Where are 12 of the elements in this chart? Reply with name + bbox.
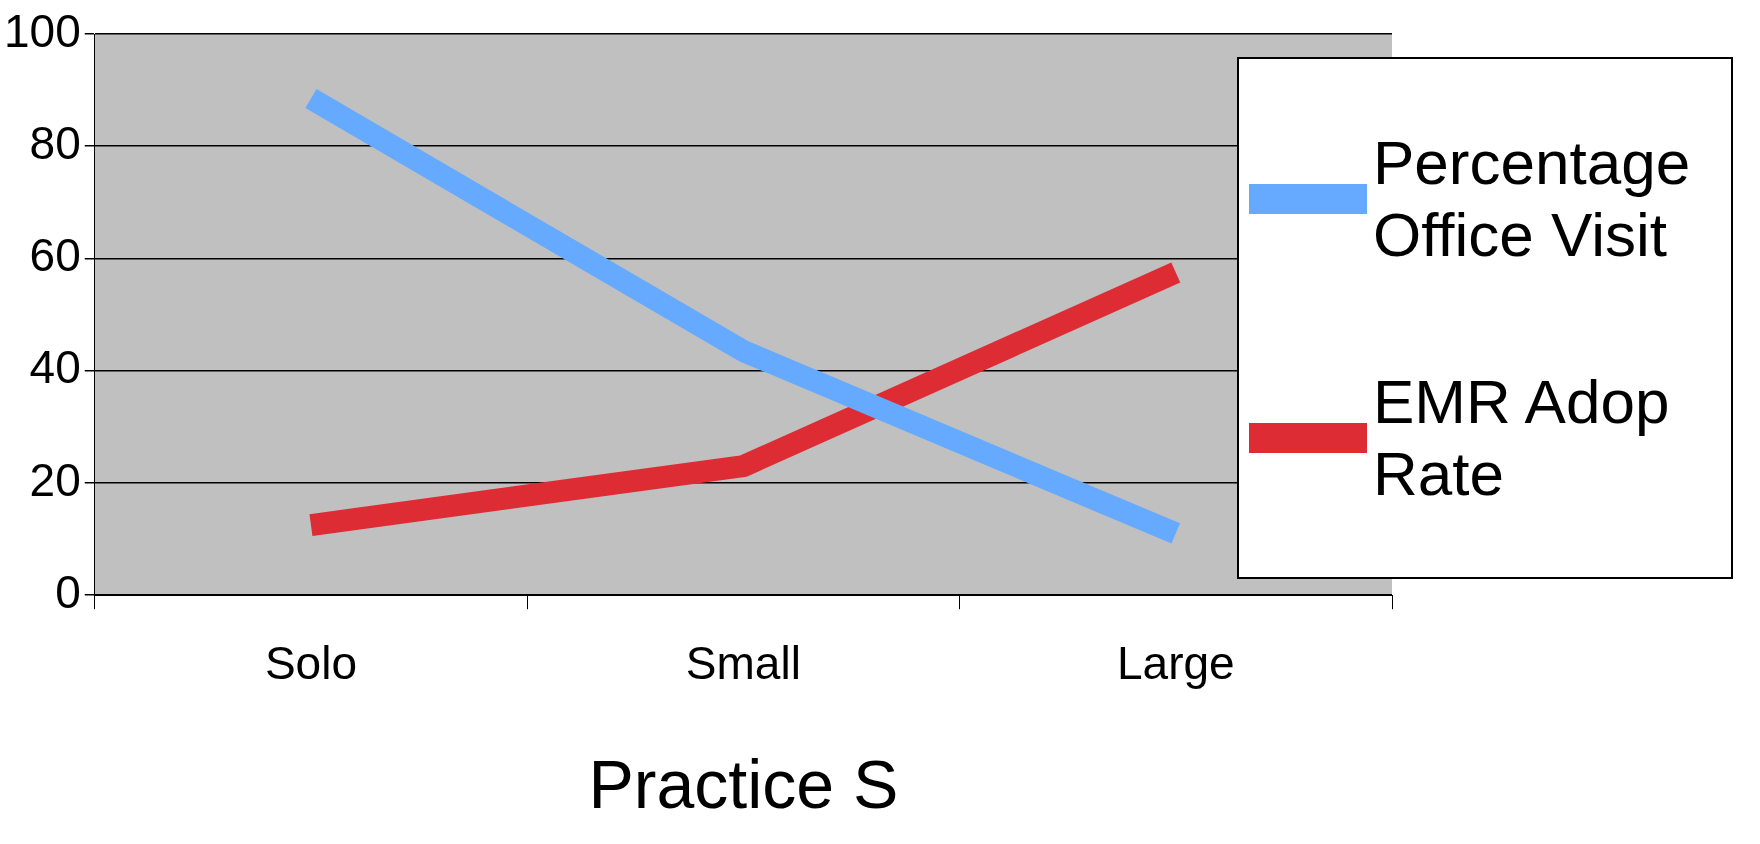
y-tick-label: 80 xyxy=(29,116,81,169)
y-tick-label: 100 xyxy=(4,4,81,57)
x-axis-title: Practice S xyxy=(588,745,899,822)
y-tick-label: 60 xyxy=(29,229,81,282)
x-tick-label: Solo xyxy=(264,637,357,690)
x-tick-label: Large xyxy=(1116,637,1235,690)
y-tick-label: 20 xyxy=(29,453,81,506)
legend-label: EMR Adop Rate xyxy=(1373,365,1671,510)
y-tick-label: 40 xyxy=(29,341,81,394)
x-tick-label: Small xyxy=(685,637,801,690)
y-tick-label: 0 xyxy=(55,565,81,618)
legend-label: Percentage Office Visit xyxy=(1373,126,1692,271)
